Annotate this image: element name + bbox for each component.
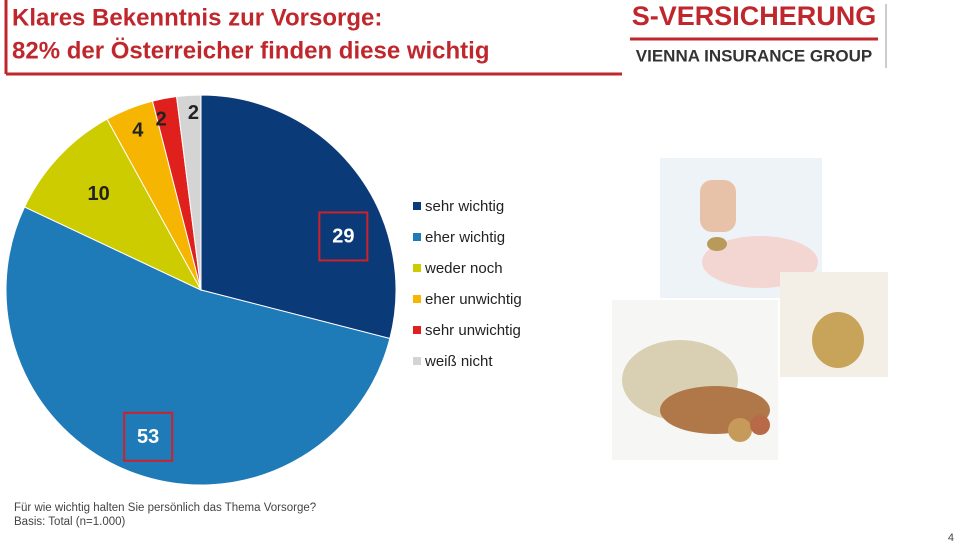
data-label: 29: [332, 226, 354, 248]
highlight-box: [123, 411, 174, 462]
legend-swatch: [413, 264, 421, 272]
logo-tagline: VIENNA INSURANCE GROUP: [636, 46, 872, 65]
logo-name: S-VERSICHERUNG: [632, 1, 877, 31]
legend-label: sehr wichtig: [425, 198, 504, 215]
legend-swatch: [413, 295, 421, 303]
legend-label: eher wichtig: [425, 229, 505, 246]
decor-photos: [612, 158, 888, 460]
legend-label: weiß nicht: [424, 353, 493, 370]
footnote: Basis: Total (n=1.000): [14, 516, 126, 528]
page-number: 4: [948, 532, 954, 544]
data-label: 10: [88, 183, 110, 205]
pie-slice: [23, 118, 203, 292]
pie-slice: [5, 206, 391, 486]
legend-swatch: [413, 357, 421, 365]
legend-swatch: [413, 326, 421, 334]
subtitle: 82% der Österreicher finden diese wichti…: [12, 37, 490, 64]
legend-swatch: [413, 202, 421, 210]
data-label: 53: [137, 426, 159, 448]
data-label: 2: [188, 102, 199, 124]
data-label: 2: [156, 108, 167, 130]
data-label: 4: [132, 120, 144, 142]
pie-slice: [176, 94, 202, 291]
legend-label: sehr unwichtig: [425, 322, 521, 339]
highlight-box: [318, 211, 369, 262]
legend-swatch: [413, 233, 421, 241]
legend-label: eher unwichtig: [425, 291, 522, 308]
pie-slice: [200, 94, 397, 340]
footnote: Für wie wichtig halten Sie persönlich da…: [14, 502, 316, 514]
legend-label: weder noch: [424, 260, 503, 277]
title: Klares Bekenntnis zur Vorsorge:: [12, 4, 382, 31]
